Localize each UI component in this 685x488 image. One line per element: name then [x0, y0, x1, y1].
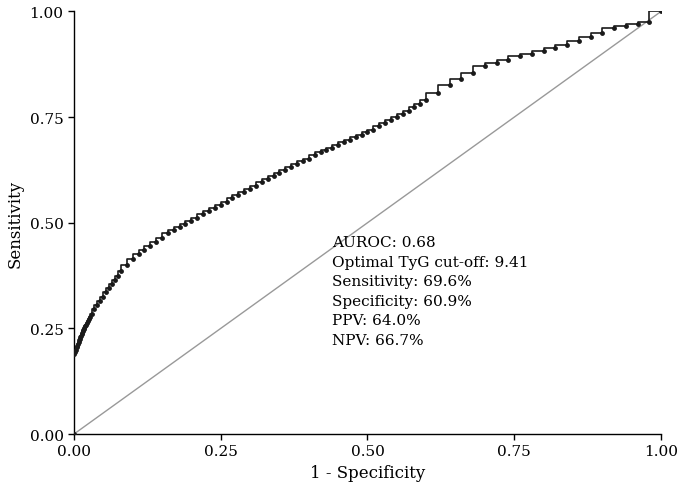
Text: AUROC: 0.68
Optimal TyG cut-off: 9.41
Sensitivity: 69.6%
Specificity: 60.9%
PPV:: AUROC: 0.68 Optimal TyG cut-off: 9.41 Se… — [332, 236, 529, 347]
Y-axis label: Sensitivity: Sensitivity — [7, 179, 24, 267]
X-axis label: 1 - Specificity: 1 - Specificity — [310, 464, 425, 481]
